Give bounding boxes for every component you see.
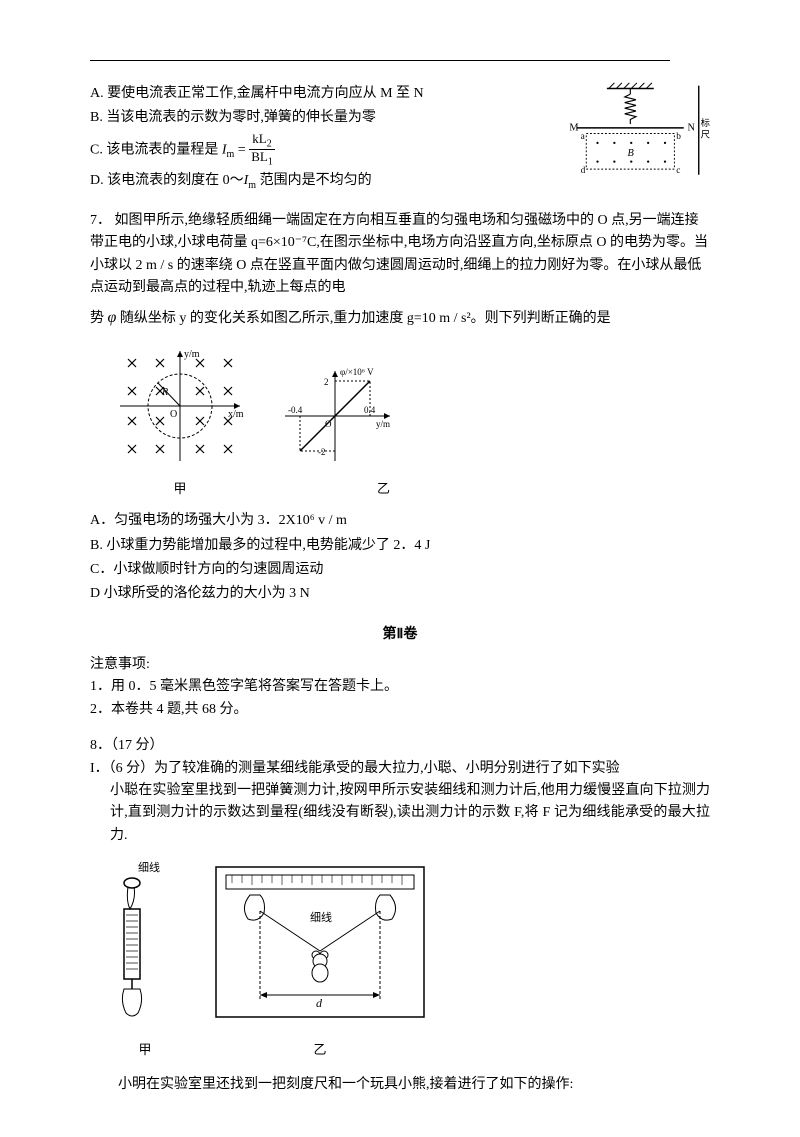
q6d-sub: m [248, 180, 256, 191]
q7-num: 7． [90, 213, 111, 228]
f2-x1: 0.4 [364, 405, 376, 415]
q7-option-b: B. 小球重力势能增加最多的过程中,电势能减少了 2．4 J [90, 535, 710, 557]
f2-v2: -2 [318, 447, 326, 457]
q6-option-c: C. 该电流表的量程是 Im = kL2 BL1 [90, 132, 550, 168]
q6-B: B [628, 148, 635, 159]
section2-title: 第Ⅱ卷 [90, 624, 710, 646]
q8f1-label: 甲 [110, 1040, 180, 1061]
q7-block: 7． 如图甲所示,绝缘轻质细绳一端固定在方向相互垂直的匀强电场和匀强磁场中的 O… [90, 210, 710, 606]
q8f1-thread: 细线 [138, 861, 160, 874]
f2-x: y/m [376, 419, 390, 429]
q6-options: A. 要使电流表正常工作,金属杆中电流方向应从 M 至 N B. 当该电流表的示… [90, 81, 550, 196]
notes: 注意事项: 1．用 0．5 毫米黑色签字笔将答案写在答题卡上。 2．本卷共 4 … [90, 654, 710, 721]
q6c-prefix: C. 该电流表的量程是 [90, 142, 222, 157]
note2: 2．本卷共 4 题,共 68 分。 [90, 699, 710, 721]
q7-option-c: C．小球做顺时针方向的匀速圆周运动 [90, 559, 710, 581]
q8f2-thread: 细线 [310, 910, 332, 924]
q8f2-label: 乙 [210, 1040, 430, 1061]
f2-label: 乙 [270, 479, 400, 500]
q6-a: a [581, 132, 586, 142]
q7-phi: φ [108, 309, 117, 326]
q6-option-a: A. 要使电流表正常工作,金属杆中电流方向应从 M 至 N [90, 83, 550, 105]
f1-O: O [170, 409, 177, 420]
q8-num: 8．（17 分） [90, 735, 710, 757]
q7-option-d: D 小球所受的洛伦兹力的大小为 3 N [90, 583, 710, 605]
q8-block: 8．（17 分） I．（6 分）为了较准确的测量某细线能承受的最大拉力,小聪、小… [90, 735, 710, 1097]
q8-fig1: 细线 甲 [110, 861, 180, 1060]
q7-p2b: 随纵坐标 y 的变化关系如图乙所示,重力加速度 g=10 m / s²。则下列判… [120, 311, 611, 326]
q6-figure: M N a b c d B 标 尺 [560, 81, 710, 193]
q6-b: b [676, 132, 681, 142]
q7-fig1: y/m x/m O R [110, 341, 250, 500]
q6-ruler2: 尺 [701, 129, 710, 140]
q6-c: c [676, 166, 680, 176]
q6-block: A. 要使电流表正常工作,金属杆中电流方向应从 M 至 N B. 当该电流表的示… [90, 81, 710, 196]
q6-N: N [688, 123, 696, 134]
q7-option-a: A．匀强电场的场强大小为 3．2X10⁶ v / m [90, 510, 710, 532]
q6c-frac: kL2 BL1 [249, 132, 275, 168]
q6d-p: D. 该电流表的刻度在 0～ [90, 173, 244, 188]
q6d-s: 范围内是不均匀的 [256, 173, 372, 188]
q8-i: I．（6 分）为了较准确的测量某细线能承受的最大拉力,小聪、小明分别进行了如下实… [90, 758, 710, 780]
q7-p1: 如图甲所示,绝缘轻质细绳一端固定在方向相互垂直的匀强电场和匀强磁场中的 O 点,… [90, 213, 708, 295]
q6c-num-sub: 2 [267, 138, 272, 149]
q6c-den: BL [251, 149, 268, 164]
q7-fig2: φ/×10⁶ V y/m O 2 -2 0.4 -0.4 乙 [270, 361, 400, 500]
note-title: 注意事项: [90, 654, 710, 676]
q6-M: M [569, 123, 578, 134]
q8-fig2: 细线 d 乙 [210, 861, 430, 1060]
f2-y: φ/×10⁶ V [340, 367, 374, 377]
q6-ruler1: 标 [701, 117, 710, 129]
q7-p2: 势 φ 随纵坐标 y 的变化关系如图乙所示,重力加速度 g=10 m / s²。… [90, 305, 710, 331]
q6-option-b: B. 当该电流表的示数为零时,弹簧的伸长量为零 [90, 107, 550, 129]
note1: 1．用 0．5 毫米黑色签字笔将答案写在答题卡上。 [90, 676, 710, 698]
q6-option-d: D. 该电流表的刻度在 0～Im 范围内是不均匀的 [90, 170, 550, 194]
f1-label: 甲 [110, 479, 250, 500]
q6c-eq: = [238, 142, 246, 157]
q7-text: 7． 如图甲所示,绝缘轻质细绳一端固定在方向相互垂直的匀强电场和匀强磁场中的 O… [90, 210, 710, 300]
q6c-num: kL [252, 131, 266, 146]
q8f2-d: d [316, 996, 323, 1010]
q6-d: d [581, 166, 586, 176]
q8-figures: 细线 甲 [110, 861, 710, 1060]
q7-p2a: 势 [90, 311, 108, 326]
page-top-rule [90, 60, 670, 61]
f1-y: y/m [184, 349, 200, 360]
f2-x2: -0.4 [288, 405, 303, 415]
f2-v1: 2 [324, 377, 329, 387]
q6c-lhs-sub: m [227, 149, 235, 160]
q7-figures: y/m x/m O R [110, 341, 710, 500]
q8-p1: 小聪在实验室里找到一把弹簧测力计,按网甲所示安装细线和测力计后,他用力缓慢竖直向… [110, 780, 710, 847]
q8-p2: 小明在实验室里还找到一把刻度尺和一个玩具小熊,接着进行了如下的操作: [90, 1074, 710, 1096]
q6c-den-sub: 1 [268, 157, 273, 168]
